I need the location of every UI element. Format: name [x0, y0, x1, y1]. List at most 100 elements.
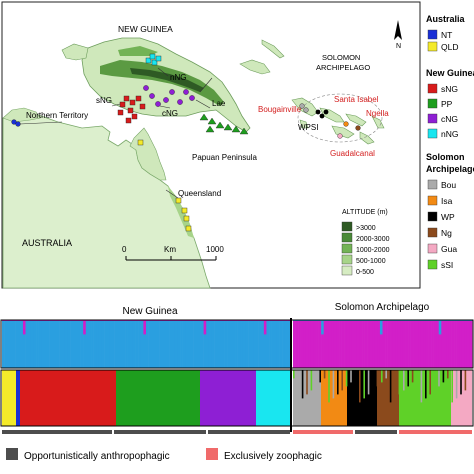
structure-bar — [295, 320, 299, 368]
legend-swatch — [427, 227, 438, 238]
structure-bar — [164, 320, 168, 368]
structure-bar — [448, 320, 452, 368]
structure-bar — [193, 320, 197, 368]
structure-admix — [447, 370, 449, 379]
structure-bar — [425, 320, 429, 368]
structure-block — [347, 370, 377, 426]
scale-bar: 0 Km 1000 — [122, 245, 224, 261]
structure-admix — [359, 370, 361, 403]
structure-bar — [214, 320, 217, 368]
behaviour-segment — [293, 430, 353, 434]
structure-block — [16, 370, 20, 426]
sample-points-sng — [117, 95, 146, 124]
altitude-swatch — [341, 221, 353, 232]
legend-label: NT — [441, 30, 452, 40]
structure-admix — [433, 370, 436, 391]
structure-bar — [146, 320, 149, 368]
structure-bar — [93, 320, 97, 368]
structure-admix — [407, 370, 409, 387]
structure-bar — [51, 320, 55, 368]
structure-bar-minor — [438, 320, 442, 335]
structure-bar — [433, 320, 437, 368]
structure-bar — [456, 320, 460, 368]
structure-bar — [418, 320, 422, 368]
structure-admix — [345, 370, 348, 387]
structure-admix — [429, 370, 431, 395]
structure-bar — [454, 320, 457, 368]
structure-admix — [425, 370, 427, 399]
structure-bar — [392, 320, 396, 368]
legend-australia-title: Australia — [426, 14, 466, 24]
structure-admix — [332, 370, 335, 399]
structure-bar — [38, 320, 42, 368]
structure-bar — [56, 320, 60, 368]
structure-bar — [229, 320, 233, 368]
label-sng: sNG — [96, 96, 112, 105]
structure-bar — [469, 320, 473, 368]
birds-head-peninsula — [61, 43, 89, 61]
structure-admix — [293, 370, 295, 379]
structure-bar — [169, 320, 173, 368]
structure-bar — [72, 320, 76, 368]
structure-bar — [227, 320, 231, 368]
structure-bar — [328, 320, 332, 368]
altitude-label: 2000-3000 — [356, 236, 390, 243]
structure-bar — [466, 320, 470, 368]
structure-bar-minor — [83, 320, 87, 335]
structure-bar — [446, 320, 450, 368]
altitude-label: 1000-2000 — [356, 247, 390, 254]
structure-bar — [15, 320, 19, 368]
structure-admix — [328, 370, 330, 403]
structure-admix — [323, 370, 326, 379]
structure-admix — [354, 370, 357, 379]
new-britain — [239, 59, 271, 75]
structure-admix — [464, 370, 467, 391]
structure-admix — [394, 370, 396, 399]
structure-bar — [331, 320, 335, 368]
legend-label: sNG — [441, 84, 458, 94]
structure-admix — [455, 370, 458, 399]
label-ngella: Ngella — [366, 109, 389, 118]
study-area-map: NEW GUINEA nNG sNG cNG Lae Papuan Penins… — [0, 0, 474, 290]
label-solomon-line1: SOLOMON — [322, 53, 360, 62]
structure-bar — [253, 320, 257, 368]
structure-bar — [43, 320, 47, 368]
structure-bar — [172, 320, 176, 368]
structure-block — [256, 370, 290, 426]
structure-bar — [159, 320, 163, 368]
svg-text:N: N — [396, 43, 401, 50]
structure-bar — [153, 320, 157, 368]
structure-bar — [379, 320, 383, 368]
structure-bar — [224, 320, 228, 368]
structure-bar — [67, 320, 71, 368]
structure-admix — [306, 370, 308, 395]
label-new-guinea: NEW GUINEA — [118, 24, 173, 34]
structure-bar — [9, 320, 13, 368]
header-solomon: Solomon Archipelago — [335, 302, 430, 313]
svg-text:0: 0 — [122, 245, 127, 254]
structure-bar — [303, 320, 307, 368]
structure-bar — [438, 320, 442, 368]
legend-swatch — [427, 41, 438, 52]
leader-lines — [19, 67, 213, 199]
legend-swatch — [427, 29, 438, 40]
structure-bar — [250, 320, 254, 368]
behaviour-segment — [399, 430, 472, 434]
svg-text:Km: Km — [164, 245, 176, 254]
structure-bar — [441, 320, 445, 368]
legend-swatch — [427, 259, 438, 270]
structure-bar — [443, 320, 447, 368]
structure-bar-minor — [143, 320, 147, 335]
structure-bar — [59, 320, 63, 368]
structure-bar — [232, 320, 236, 368]
structure-bar — [364, 320, 368, 368]
structure-bar — [326, 320, 330, 368]
label-santa-isabel: Santa Isabel — [334, 95, 379, 104]
structure-bar — [333, 320, 337, 368]
altitude-swatch — [341, 254, 353, 265]
structure-bar — [374, 320, 378, 368]
structure-bar — [46, 320, 50, 368]
structure-admix — [297, 370, 299, 403]
structure-bar — [258, 320, 262, 368]
structure-bar — [339, 320, 342, 368]
